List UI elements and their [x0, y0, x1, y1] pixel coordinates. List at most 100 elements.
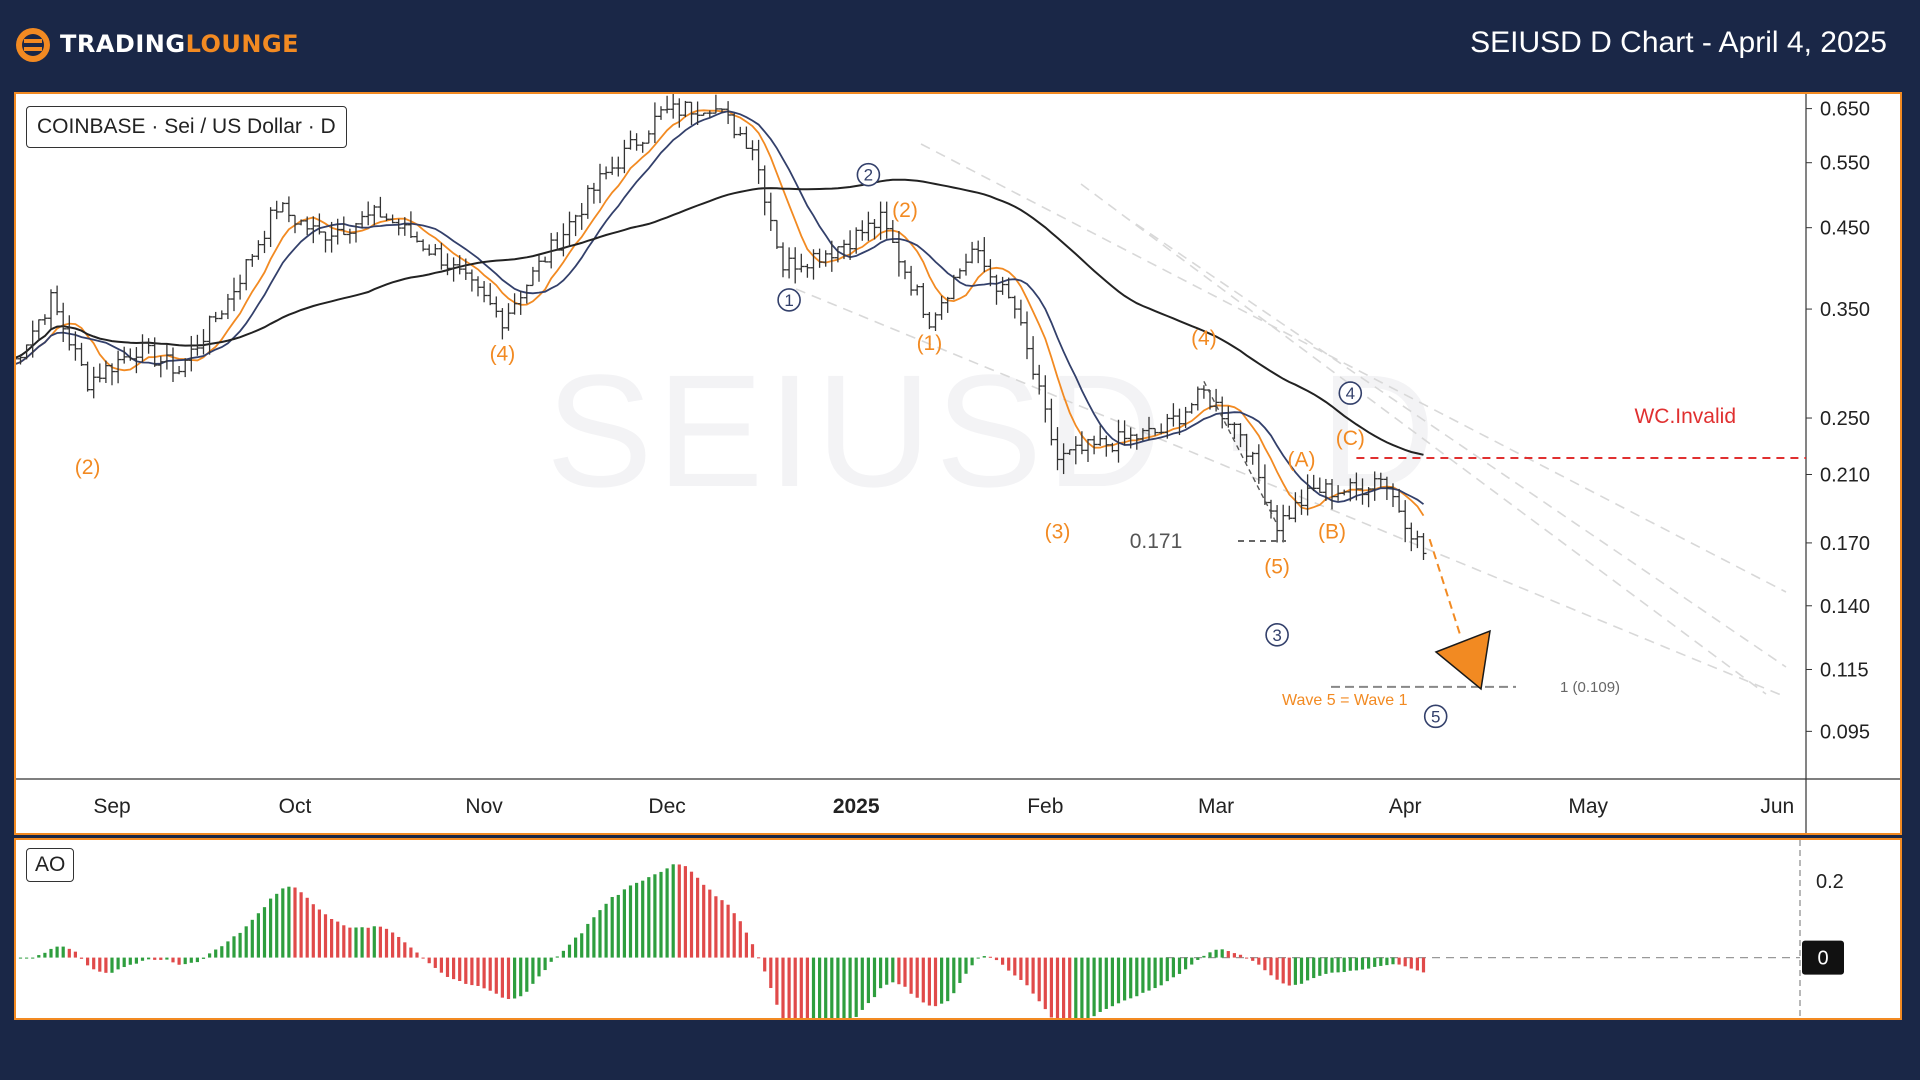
price-chart[interactable]: 0.650 0.550 0.450 0.350 0.250 0.210 0.170 0.140… — [16, 94, 1900, 833]
ohlc-bar — [261, 230, 268, 254]
price-tick-label: 0.650 — [1820, 99, 1870, 121]
ao-bar — [775, 957, 779, 1005]
ao-bar — [921, 957, 925, 1003]
ao-chart[interactable]: 0.20 — [16, 840, 1900, 1018]
ao-bar — [1397, 957, 1401, 965]
ao-bar — [811, 957, 816, 1018]
ohlc-bar — [1316, 477, 1323, 493]
ao-bar — [1007, 957, 1011, 971]
ohlc-bar — [731, 113, 738, 139]
price-tick-label: 0.140 — [1820, 596, 1870, 618]
ao-bar — [879, 957, 883, 989]
ohlc-bar — [1249, 451, 1256, 465]
ao-bar — [586, 923, 590, 958]
price-tick-label: 0.550 — [1820, 153, 1870, 175]
ohlc-bar — [1011, 295, 1018, 319]
ao-bar — [769, 957, 773, 989]
price-tick-label: 0.095 — [1820, 721, 1870, 743]
ohlc-bar — [224, 293, 231, 320]
ohlc-bar — [1231, 422, 1238, 439]
ao-bar — [1354, 957, 1358, 971]
ohlc-bar — [578, 202, 585, 230]
ao-indicator-panel[interactable]: 0.2 0 AO — [14, 838, 1902, 1020]
ohlc-bar — [90, 366, 97, 399]
ohlc-bar — [127, 348, 134, 361]
ohlc-bar — [853, 227, 860, 254]
ao-bar — [415, 952, 419, 958]
ohlc-bar — [212, 311, 219, 323]
ohlc-bar — [115, 350, 122, 384]
ao-bar — [1336, 957, 1340, 973]
ohlc-bar — [60, 302, 67, 342]
ao-bar — [598, 910, 602, 958]
ohlc-bar — [975, 240, 982, 264]
ao-zero-badge — [1802, 940, 1844, 975]
ohlc-bar — [1341, 489, 1348, 496]
ohlc-bar — [1109, 442, 1116, 453]
ao-bar — [134, 957, 138, 964]
ao-tick-label: 0.2 — [1816, 871, 1844, 893]
ohlc-bar — [944, 296, 951, 313]
ohlc-bar — [548, 232, 555, 269]
ohlc-bar — [1176, 408, 1183, 436]
ohlc-bar — [255, 240, 262, 260]
ao-bar — [1251, 957, 1255, 961]
ao-bar — [616, 894, 620, 958]
ohlc-bar — [109, 363, 115, 386]
ao-bar — [1165, 957, 1169, 982]
ao-bar — [262, 907, 267, 958]
ohlc-bar — [54, 285, 61, 316]
ohlc-bar — [963, 253, 969, 276]
price-chart-panel[interactable]: SEIUSD · D 0.650 0.550 0.450 0.350 0.250 0.21… — [14, 92, 1902, 835]
ohlc-bar — [1164, 413, 1171, 439]
symbol-label[interactable]: COINBASE · Sei / US Dollar · D — [26, 106, 347, 148]
ao-bar — [1232, 953, 1236, 958]
ao-bar — [61, 946, 65, 958]
ohlc-bar — [816, 248, 823, 268]
ao-bar — [537, 957, 541, 977]
ohlc-bar — [725, 101, 732, 125]
ohlc-bar — [670, 94, 677, 119]
wave-label: 1 — [784, 291, 793, 310]
ao-bar — [988, 956, 992, 958]
ao-label[interactable]: AO — [26, 848, 75, 882]
ao-bar — [1171, 957, 1175, 978]
ao-bar — [1129, 957, 1133, 999]
ohlc-bar — [1072, 436, 1079, 465]
ohlc-bar — [847, 230, 854, 260]
ohlc-bar — [566, 211, 573, 246]
ao-bar — [25, 957, 29, 959]
time-tick-label: Jun — [1760, 795, 1794, 818]
ao-bar — [1098, 957, 1102, 1012]
ohlc-bar — [426, 244, 433, 256]
ohlc-bar — [1298, 489, 1305, 515]
target-triangle-marker — [1434, 629, 1491, 691]
ohlc-bar — [956, 268, 963, 279]
wave-label-circle — [777, 288, 801, 312]
ao-bar — [1360, 957, 1365, 970]
ao-bar — [445, 957, 450, 977]
ao-bar — [79, 957, 84, 959]
ohlc-bar — [316, 213, 323, 235]
ao-bar — [885, 957, 889, 985]
ao-bar — [799, 957, 803, 1018]
ohlc-bar — [902, 260, 908, 280]
ohlc-bar — [895, 231, 902, 277]
ao-bar — [1324, 957, 1328, 974]
ao-bar — [958, 957, 962, 983]
ohlc-bar — [603, 166, 610, 180]
ohlc-bar — [1091, 435, 1098, 455]
ao-bar — [726, 904, 730, 958]
ao-bar — [311, 904, 315, 958]
channel-line — [920, 143, 1787, 593]
ao-bar — [830, 957, 834, 1018]
time-tick-label: Nov — [465, 795, 503, 818]
ohlc-bar — [1377, 472, 1384, 488]
target-level-label: 1 (0.109) — [1560, 679, 1620, 696]
ao-bar — [403, 942, 407, 958]
ao-bar — [970, 957, 974, 966]
price-tick-label: 0.350 — [1820, 299, 1870, 321]
ohlc-bar — [1066, 449, 1073, 455]
ao-bar — [1110, 957, 1114, 1007]
ao-bar — [580, 933, 584, 958]
